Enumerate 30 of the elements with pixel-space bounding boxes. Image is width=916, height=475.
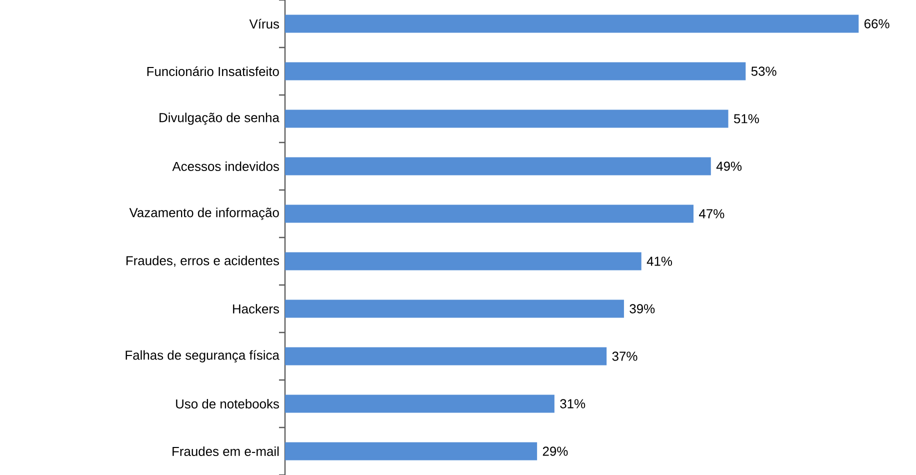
y-tick-label: Falhas de segurança física <box>126 350 280 362</box>
bar <box>285 347 607 366</box>
y-tick-label: Acessos indevidos <box>172 161 279 172</box>
data-label: 49% <box>716 162 742 171</box>
y-tick-label: Fraudes em e-mail <box>172 446 279 456</box>
bar <box>285 300 624 318</box>
bar <box>285 14 859 33</box>
y-tick-label: Vírus <box>249 18 280 29</box>
y-tick-label: Fraudes, erros e acidentes <box>126 256 279 267</box>
bar <box>285 204 694 223</box>
data-label: 39% <box>630 304 655 314</box>
data-label: 66% <box>864 19 890 28</box>
data-label: 41% <box>646 256 672 266</box>
y-tick-label: Vazamento de informação <box>129 208 279 220</box>
bar <box>285 110 728 128</box>
y-tick-label: Hackers <box>233 304 280 314</box>
data-label: 51% <box>734 114 759 124</box>
bar <box>285 157 711 176</box>
bar <box>285 394 554 413</box>
y-tick-label: Funcionário Insatisfeito <box>147 66 279 76</box>
bar <box>285 442 538 460</box>
data-label: 53% <box>751 66 776 76</box>
y-tick-label: Divulgação de senha <box>160 112 280 125</box>
data-label: 37% <box>612 352 638 361</box>
data-label: 47% <box>699 209 724 218</box>
y-tick-label: Uso de notebooks <box>176 398 279 409</box>
data-label: 31% <box>560 399 586 408</box>
bar <box>285 62 746 80</box>
bar <box>285 252 642 270</box>
data-label: 29% <box>542 446 568 456</box>
